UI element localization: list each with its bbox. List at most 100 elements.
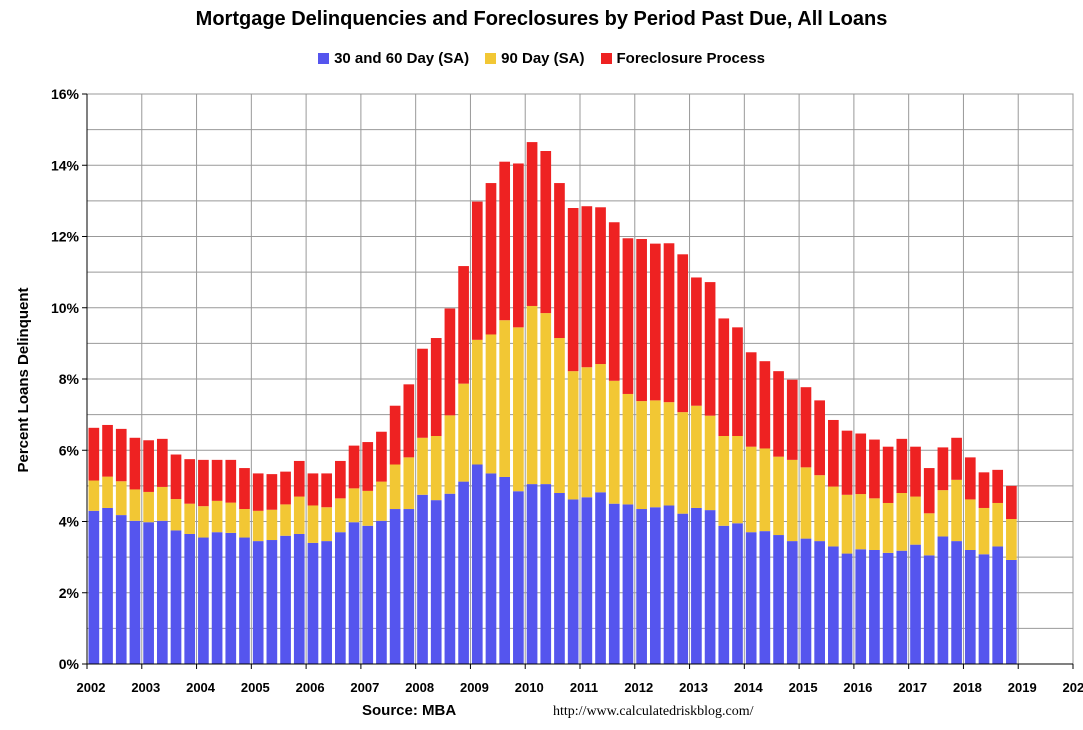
bar-segment-30-60-day [691,507,702,664]
bar-segment-foreclosure [978,472,990,508]
bar-segment-90-day [636,401,647,510]
bar-segment-90-day [554,338,565,493]
y-tick-label: 10% [51,300,80,316]
bar-segment-foreclosure [1006,485,1017,520]
bar-segment-90-day [485,334,497,474]
bar-segment-90-day [773,456,784,536]
bar-segment-90-day [143,491,154,523]
x-tick-label: 2008 [405,680,434,695]
x-tick-label: 2018 [953,680,982,695]
bar-segment-30-60-day [1006,559,1017,664]
bar-segment-90-day [567,371,579,500]
bar-segment-foreclosure [403,384,415,458]
bar-segment-30-60-day [156,520,168,664]
bar-segment-foreclosure [417,348,428,438]
bar-segment-foreclosure [567,208,579,372]
source-label: Source: MBA [362,702,457,719]
bar-segment-30-60-day [759,531,771,664]
bar-segment-90-day [293,496,305,534]
bar-segment-foreclosure [554,183,565,339]
bar-segment-foreclosure [759,361,771,449]
bar-segment-foreclosure [896,438,908,493]
bar-segment-30-60-day [704,510,716,664]
bar-segment-90-day [786,459,798,542]
bar-segment-foreclosure [691,277,702,406]
x-tick-label: 2007 [350,680,379,695]
bar-segment-30-60-day [595,492,606,664]
bar-segment-30-60-day [732,523,743,664]
bar-segment-foreclosure [718,318,730,436]
bar-segment-30-60-day [622,504,634,664]
bar-segment-30-60-day [389,509,401,664]
bar-segment-foreclosure [115,428,127,482]
bar-segment-90-day [335,498,346,533]
bar-segment-90-day [389,464,401,510]
bar-segment-90-day [540,313,552,485]
x-tick-label: 2020 [1063,680,1083,695]
bar-segment-90-day [321,507,332,542]
bar-segment-foreclosure [266,474,278,510]
bar-segment-30-60-day [608,503,620,664]
bar-segment-30-60-day [800,538,812,664]
bar-segment-90-day [745,446,757,533]
bar-segment-90-day [677,412,689,514]
y-tick-label: 2% [59,585,80,601]
bar-segment-foreclosure [362,442,374,491]
legend: 30 and 60 Day (SA) 90 Day (SA) Foreclosu… [0,50,1083,67]
bar-segment-foreclosure [663,243,675,403]
bar-segment-90-day [800,467,812,539]
legend-swatch-foreclosure [600,53,612,64]
bar-segment-30-60-day [280,535,291,664]
bar-segment-90-day [704,415,716,511]
bar-segment-foreclosure [430,338,442,436]
bar-segment-90-day [841,494,853,554]
bar-segment-90-day [595,364,606,493]
y-tick-label: 0% [59,656,80,672]
x-tick-label: 2003 [131,680,160,695]
bar-segment-foreclosure [649,243,661,401]
x-tick-label: 2016 [843,680,872,695]
x-tick-label: 2002 [77,680,106,695]
legend-swatch-90-day [485,53,497,64]
bar-segment-30-60-day [417,494,428,664]
bar-segment-foreclosure [239,468,250,510]
bar-segment-30-60-day [869,550,880,664]
bar-segment-30-60-day [239,537,250,664]
bar-segment-30-60-day [855,549,867,664]
bar-segment-30-60-day [951,541,962,664]
bar-segment-90-day [458,383,469,482]
bar-segment-30-60-day [362,525,374,664]
legend-item-30-60-day: 30 and 60 Day (SA) [318,50,469,67]
bar-segment-30-60-day [567,499,579,664]
bar-layer [88,142,1017,665]
bar-segment-foreclosure [677,254,689,413]
x-tick-label: 2004 [186,680,216,695]
bar-segment-90-day [732,436,743,524]
bar-segment-foreclosure [800,387,812,468]
bar-segment-foreclosure [307,473,319,506]
x-tick-label: 2015 [789,680,818,695]
bar-segment-30-60-day [992,546,1004,664]
bar-segment-90-day [156,486,168,521]
axis-layer: 0% 2% 4% 6% 8% 10% 12% 14% 16% 2002 2003 2004 2005 20… [51,86,1083,695]
bar-segment-30-60-day [773,535,784,664]
legend-label-foreclosure: Foreclosure Process [616,50,765,67]
bar-segment-90-day [266,509,278,541]
bar-segment-30-60-day [471,464,483,664]
bar-segment-90-day [513,327,524,492]
bar-segment-90-day [307,505,319,543]
bar-segment-30-60-day [184,533,196,664]
bar-segment-30-60-day [376,520,387,664]
y-tick-label: 4% [59,514,80,530]
bar-segment-90-day [444,415,456,494]
bar-segment-foreclosure [841,430,853,495]
bar-segment-foreclosure [156,438,168,487]
bar-segment-foreclosure [814,400,825,476]
bar-segment-30-60-day [923,555,935,664]
bar-segment-30-60-day [293,533,305,664]
bar-segment-90-day [759,448,771,532]
bar-segment-90-day [170,499,182,531]
bar-segment-foreclosure [581,206,593,368]
y-tick-label: 14% [51,157,80,173]
bar-segment-30-60-day [225,532,237,664]
